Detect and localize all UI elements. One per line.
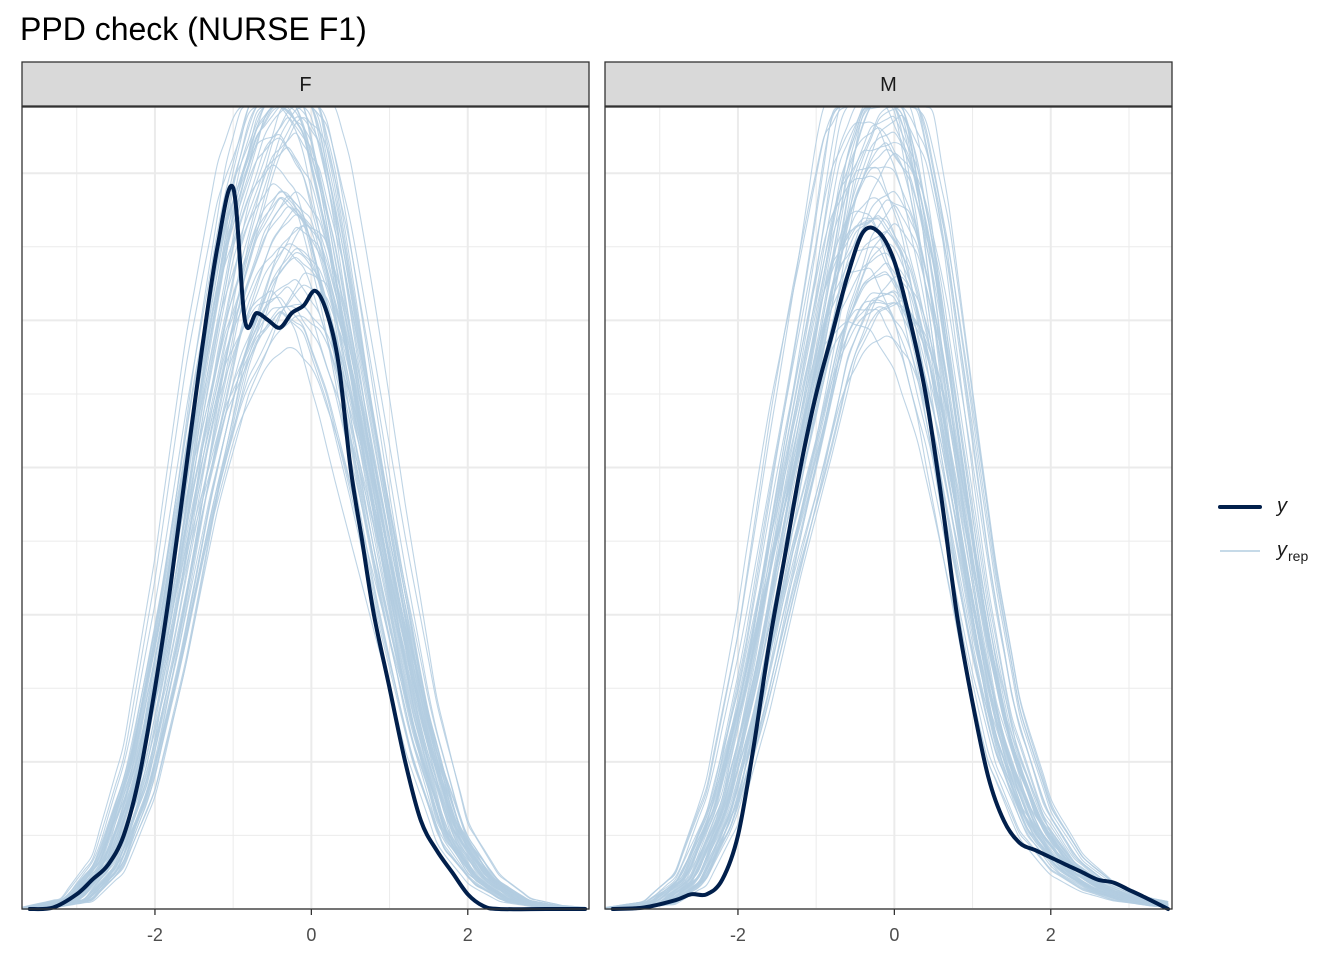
legend-yrep-subscript: rep	[1288, 548, 1308, 564]
x-tick-label: -2	[730, 925, 746, 945]
x-tick-label: 0	[889, 925, 899, 945]
yrep-curve	[21, 106, 586, 910]
yrep-curve	[21, 117, 586, 910]
x-tick-label: 2	[1046, 925, 1056, 945]
yrep-curve	[604, 275, 1169, 910]
yrep-curve	[604, 106, 1169, 910]
legend: y yrep	[1218, 495, 1308, 564]
x-tick-label: 2	[463, 925, 473, 945]
panel-f-strip	[21, 61, 590, 107]
yrep-curve	[604, 246, 1169, 910]
yrep-curve	[604, 219, 1169, 909]
yrep-curve	[21, 104, 586, 910]
panel-m-strip-label: M	[880, 74, 897, 96]
yrep-curve	[604, 121, 1169, 910]
chart-title: PPD check (NURSE F1)	[20, 11, 367, 47]
yrep-curve	[21, 279, 586, 910]
panel-m: M -2 0 2	[604, 61, 1173, 945]
panel-m-background	[605, 107, 1172, 909]
panel-f-strip-label: F	[299, 74, 311, 96]
panel-m-border	[604, 106, 1173, 910]
yrep-curve	[21, 290, 586, 910]
yrep-curve	[21, 272, 586, 910]
yrep-curve	[604, 175, 1169, 910]
yrep-curve	[21, 105, 586, 910]
panel-m-strip	[604, 61, 1173, 107]
yrep-curve	[604, 197, 1169, 910]
panel-m-x-ticks: -2 0 2	[730, 909, 1056, 945]
yrep-curve	[21, 214, 586, 910]
legend-yrep-label: yrep	[1275, 539, 1308, 564]
panel-m-observed-line	[610, 225, 1171, 911]
panel-f-observed-line	[27, 183, 588, 912]
yrep-curve	[604, 308, 1169, 910]
yrep-curve	[21, 252, 586, 910]
panel-f-border	[21, 106, 590, 910]
yrep-curve	[21, 105, 586, 910]
yrep-curve	[21, 196, 586, 910]
x-tick-label: 0	[306, 925, 316, 945]
panel-f-x-ticks: -2 0 2	[147, 909, 473, 945]
x-tick-label: -2	[147, 925, 163, 945]
legend-y-label: y	[1275, 495, 1288, 517]
legend-yrep-base: y	[1275, 539, 1288, 561]
panel-f: F -2 0 2	[21, 61, 590, 945]
